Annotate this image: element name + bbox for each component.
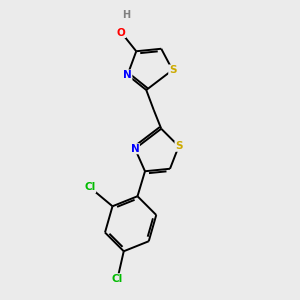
Text: Cl: Cl	[112, 274, 123, 284]
Text: H: H	[122, 10, 130, 20]
Text: S: S	[169, 65, 176, 75]
Text: S: S	[175, 141, 182, 151]
Text: Cl: Cl	[84, 182, 96, 193]
Text: N: N	[130, 144, 140, 154]
Text: O: O	[117, 28, 126, 38]
Text: N: N	[123, 70, 132, 80]
